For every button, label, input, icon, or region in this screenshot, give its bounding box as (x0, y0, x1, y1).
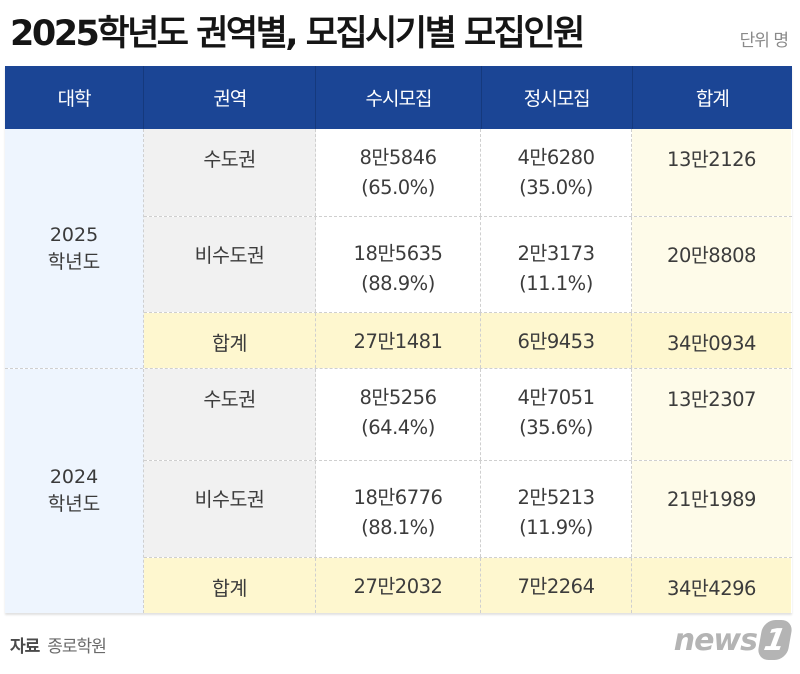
jeongsi-value: 4만6280 (517, 146, 595, 169)
jeongsi-value: 4만7051 (517, 386, 595, 409)
jeongsi-pct: (11.9%) (519, 516, 593, 539)
year-value: 2025 (49, 223, 99, 246)
susi-cell: 27만1481 (316, 313, 481, 368)
region-cell: 합계 (144, 313, 316, 368)
jeongsi-pct: (35.6%) (519, 416, 593, 439)
group-2024: 2024 학년도 수도권 8만5256 (64.4%) 4만7051 (35.6… (5, 369, 792, 613)
jeongsi-cell: 4만6280 (35.0%) (481, 129, 632, 216)
total-cell: 21만1989 (632, 461, 791, 557)
region-cell: 합계 (144, 558, 316, 613)
jeongsi-cell: 2만5213 (11.9%) (481, 461, 632, 557)
header-total: 합계 (695, 88, 730, 110)
group-2025: 2025 학년도 수도권 8만5846 (65.0%) 4만6280 (35.0… (5, 129, 792, 369)
enrollment-table: 대학 권역 수시모집 정시모집 합계 2025 학년도 수도권 8만5846 (… (5, 66, 792, 613)
jeongsi-cell: 4만7051 (35.6%) (481, 369, 632, 460)
susi-value: 18만5635 (353, 242, 443, 265)
susi-cell: 8만5846 (65.0%) (316, 129, 481, 216)
susi-cell: 27만2032 (316, 558, 481, 613)
table-row: 비수도권 18만6776 (88.1%) 2만5213 (11.9%) 21만1… (144, 461, 792, 558)
news1-logo: news 1 (673, 620, 794, 660)
header-university: 대학 (5, 66, 145, 129)
subtotal-row: 합계 27만2032 7만2264 34만4296 (144, 558, 792, 613)
total-cell: 34만0934 (632, 313, 791, 368)
susi-value: 18만6776 (353, 486, 443, 509)
jeongsi-value: 2만3173 (517, 242, 595, 265)
total-cell: 34만4296 (632, 558, 791, 613)
susi-cell: 18만6776 (88.1%) (316, 461, 481, 557)
jeongsi-pct: (35.0%) (519, 176, 593, 199)
year-cell: 2025 학년도 (5, 129, 144, 368)
susi-pct: (88.9%) (361, 272, 435, 295)
header-region: 권역 (144, 66, 317, 129)
total-cell: 20만8808 (632, 217, 791, 312)
source-label: 자료 (10, 637, 40, 657)
table-header: 대학 권역 수시모집 정시모집 합계 (5, 66, 792, 129)
logo-word: news (673, 622, 758, 658)
susi-pct: (88.1%) (361, 516, 435, 539)
susi-value: 8만5846 (359, 146, 437, 169)
jeongsi-pct: (11.1%) (519, 272, 593, 295)
susi-value: 8만5256 (359, 386, 437, 409)
header-jeongsi: 정시모집 (482, 66, 633, 129)
table-row: 수도권 8만5256 (64.4%) 4만7051 (35.6%) 13만230… (144, 369, 792, 461)
source-name: 종로학원 (47, 637, 107, 657)
jeongsi-cell: 6만9453 (481, 313, 632, 368)
source-note: 자료 종로학원 (10, 632, 107, 657)
region-cell: 수도권 (144, 369, 316, 460)
region-cell: 비수도권 (144, 461, 316, 557)
table-row: 수도권 8만5846 (65.0%) 4만6280 (35.0%) 13만212… (144, 129, 792, 217)
jeongsi-value: 2만5213 (517, 486, 595, 509)
jeongsi-cell: 7만2264 (481, 558, 632, 613)
region-cell: 비수도권 (144, 217, 316, 312)
page-title: 2025학년도 권역별, 모집시기별 모집인원 (10, 14, 585, 54)
year-cell: 2024 학년도 (5, 369, 144, 613)
subtotal-row: 합계 27만1481 6만9453 34만0934 (144, 313, 792, 368)
jeongsi-cell: 2만3173 (11.1%) (481, 217, 632, 312)
logo-number: 1 (756, 620, 794, 660)
table-row: 비수도권 18만5635 (88.9%) 2만3173 (11.1%) 20만8… (144, 217, 792, 313)
susi-cell: 8만5256 (64.4%) (316, 369, 481, 460)
total-cell: 13만2126 (632, 129, 791, 216)
total-cell: 13만2307 (632, 369, 791, 460)
year-value: 2024 (49, 466, 99, 488)
susi-pct: (64.4%) (361, 416, 435, 439)
year-suffix: 학년도 (47, 250, 101, 273)
region-cell: 수도권 (144, 129, 316, 216)
header-susi: 수시모집 (316, 66, 482, 129)
year-suffix: 학년도 (47, 493, 101, 515)
susi-cell: 18만5635 (88.9%) (316, 217, 481, 312)
susi-pct: (65.0%) (361, 176, 435, 199)
unit-label: 단위 명 (739, 31, 789, 51)
